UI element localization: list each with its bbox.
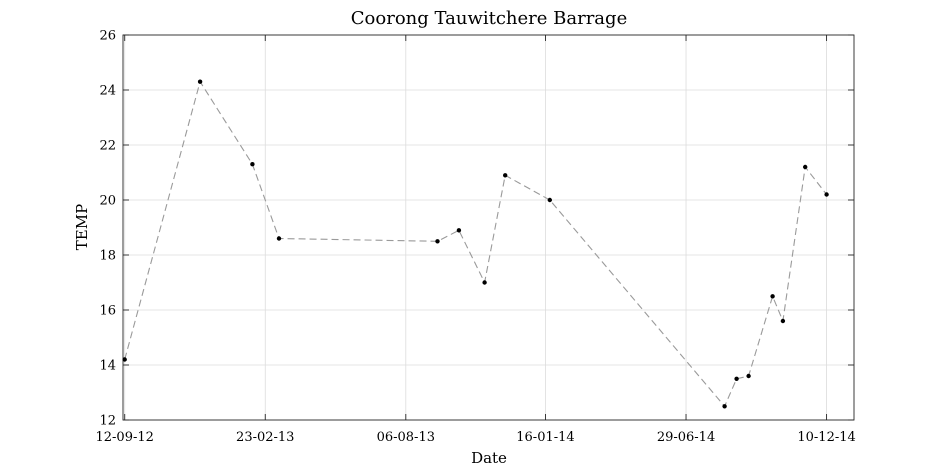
- data-point: [276, 236, 282, 241]
- y-tick-label: 22: [99, 139, 116, 154]
- data-point: [503, 173, 508, 178]
- data-point: [547, 197, 552, 203]
- x-tick-label: 12-09-12: [96, 430, 154, 445]
- x-tick-label: 10-12-14: [797, 430, 855, 445]
- y-tick-label: 26: [99, 29, 116, 44]
- data-point: [722, 404, 727, 409]
- y-tick-label: 24: [99, 84, 116, 99]
- x-tick-label: 23-02-13: [236, 430, 294, 445]
- data-point: [803, 164, 808, 170]
- chart-title: Coorong Tauwitchere Barrage: [351, 8, 627, 29]
- data-point: [456, 228, 462, 233]
- data-point: [746, 373, 751, 379]
- axis-ticks: [123, 34, 854, 421]
- data-point: [824, 192, 829, 197]
- data-point: [250, 162, 255, 167]
- tick-labels: 12 14 16 18 20 22 24 26 12-09-12 23-02-13 06-08-13…: [96, 29, 856, 446]
- y-tick-label: 16: [99, 304, 116, 319]
- y-tick-label: 18: [99, 249, 116, 264]
- data-series: [122, 79, 829, 409]
- grid: [123, 34, 854, 421]
- data-point: [734, 376, 739, 381]
- y-tick-label: 12: [99, 414, 116, 429]
- x-tick-label: 16-01-14: [516, 430, 574, 445]
- y-tick-label: 14: [99, 359, 116, 374]
- x-tick-label: 29-06-14: [657, 430, 715, 445]
- y-tick-label: 20: [99, 194, 116, 209]
- x-axis-label: Date: [471, 449, 507, 467]
- data-point: [197, 79, 203, 84]
- data-point: [122, 357, 127, 362]
- plot-frame: [122, 34, 855, 421]
- data-point: [780, 318, 786, 324]
- data-point: [435, 239, 440, 244]
- data-point: [770, 294, 775, 299]
- series-line: [124, 80, 828, 408]
- y-axis-label: TEMP: [73, 204, 91, 250]
- x-tick-label: 06-08-13: [377, 430, 435, 445]
- data-point: [482, 280, 487, 285]
